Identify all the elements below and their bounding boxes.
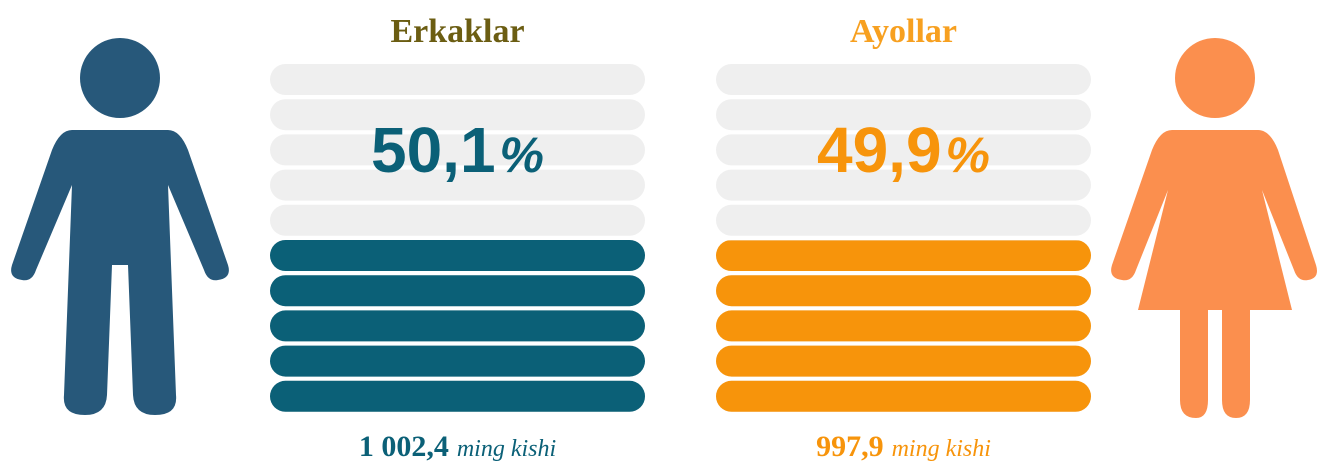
fill-pill (716, 275, 1091, 307)
fill-pill (716, 345, 1091, 377)
percent-value: 50,1 (371, 114, 496, 186)
fill-pill (270, 380, 645, 412)
track-pill (716, 169, 1091, 201)
count-label: 997,9 ming kishi (816, 430, 991, 463)
male-icon (11, 38, 229, 415)
track-pill (270, 169, 645, 201)
percent-label: 49,9% (817, 114, 990, 186)
track-pill (270, 99, 645, 131)
fill-pill (270, 240, 645, 271)
fill-pill (270, 310, 645, 342)
fill-pill (716, 310, 1091, 342)
count-value: 1 002,4 (359, 430, 449, 463)
female-icon (1111, 38, 1317, 418)
count-unit: ming kishi (457, 436, 556, 462)
fill-pill (270, 275, 645, 307)
track-pill (716, 64, 1091, 95)
fill-bar (716, 240, 1091, 412)
track-pill (270, 204, 645, 236)
icons (11, 38, 1317, 418)
count-unit: ming kishi (892, 436, 991, 462)
series-title: Erkaklar (390, 13, 524, 50)
track-pill (716, 204, 1091, 236)
fill-pill (270, 345, 645, 377)
track-pill (270, 64, 645, 95)
fill-pill (716, 380, 1091, 412)
series-title: Ayollar (850, 13, 957, 50)
percent-value: 49,9 (817, 114, 942, 186)
count-value: 997,9 (816, 430, 884, 463)
track-pill (716, 99, 1091, 131)
fill-bar (270, 240, 645, 412)
percent-unit: % (946, 127, 990, 183)
percent-label: 50,1% (371, 114, 544, 186)
count-label: 1 002,4 ming kishi (359, 430, 556, 463)
percent-unit: % (500, 127, 544, 183)
fill-pill (716, 240, 1091, 271)
track-pill (270, 134, 645, 166)
track-pill (716, 134, 1091, 166)
